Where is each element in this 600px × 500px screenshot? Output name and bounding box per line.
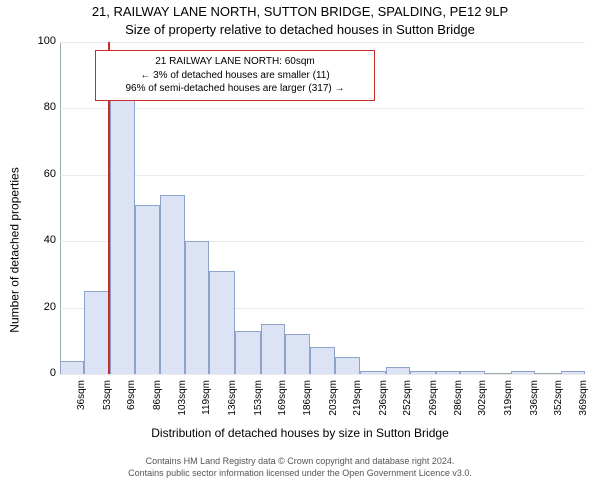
x-tick-label: 136sqm <box>227 380 238 420</box>
histogram-bar <box>410 371 436 374</box>
x-tick-label: 103sqm <box>177 380 188 420</box>
x-tick-label: 169sqm <box>277 380 288 420</box>
x-tick-label: 53sqm <box>102 380 113 420</box>
gridline <box>60 42 585 43</box>
x-tick-label: 153sqm <box>253 380 264 420</box>
histogram-bar <box>511 371 535 374</box>
y-axis-line <box>60 42 61 374</box>
figure-title-address: 21, RAILWAY LANE NORTH, SUTTON BRIDGE, S… <box>0 4 600 19</box>
histogram-bar <box>561 371 585 374</box>
x-tick-label: 352sqm <box>553 380 564 420</box>
histogram-bar <box>209 271 235 374</box>
x-tick-label: 252sqm <box>402 380 413 420</box>
footer-attribution: Contains HM Land Registry data © Crown c… <box>0 456 600 479</box>
histogram-bar <box>60 361 84 374</box>
histogram-bar <box>335 357 361 374</box>
annotation-line-2: ← 3% of detached houses are smaller (11) <box>104 69 366 83</box>
footer-line-1: Contains HM Land Registry data © Crown c… <box>0 456 600 468</box>
gridline <box>60 374 585 375</box>
histogram-bar <box>235 331 261 374</box>
histogram-bar <box>285 334 311 374</box>
histogram-bar <box>110 92 136 374</box>
figure-title-description: Size of property relative to detached ho… <box>0 22 600 37</box>
annotation-line-3: 96% of semi-detached houses are larger (… <box>104 82 366 96</box>
histogram-bar <box>310 347 334 374</box>
annotation-line-1: 21 RAILWAY LANE NORTH: 60sqm <box>104 55 366 69</box>
histogram-bar <box>135 205 159 374</box>
histogram-bar <box>460 371 486 374</box>
x-tick-label: 269sqm <box>428 380 439 420</box>
histogram-bar <box>84 291 110 374</box>
histogram-bar <box>386 367 410 374</box>
x-tick-label: 36sqm <box>76 380 87 420</box>
x-axis-label: Distribution of detached houses by size … <box>0 426 600 440</box>
histogram-bar <box>185 241 209 374</box>
x-tick-label: 69sqm <box>126 380 137 420</box>
y-tick-label: 100 <box>26 35 56 47</box>
x-tick-label: 302sqm <box>477 380 488 420</box>
gridline <box>60 175 585 176</box>
x-tick-label: 203sqm <box>328 380 339 420</box>
x-tick-label: 369sqm <box>578 380 589 420</box>
x-tick-label: 219sqm <box>352 380 363 420</box>
y-axis-label: Number of detached properties <box>8 167 22 332</box>
x-tick-label: 186sqm <box>302 380 313 420</box>
x-tick-label: 86sqm <box>152 380 163 420</box>
histogram-bar <box>160 195 186 374</box>
y-tick-label: 40 <box>26 234 56 246</box>
figure: 21, RAILWAY LANE NORTH, SUTTON BRIDGE, S… <box>0 0 600 500</box>
footer-line-2: Contains public sector information licen… <box>0 468 600 480</box>
y-tick-label: 20 <box>26 301 56 313</box>
annotation-box: 21 RAILWAY LANE NORTH: 60sqm← 3% of deta… <box>95 50 375 101</box>
histogram-bar <box>261 324 285 374</box>
x-tick-label: 319sqm <box>503 380 514 420</box>
histogram-bar <box>360 371 386 374</box>
x-tick-label: 119sqm <box>201 380 212 420</box>
x-tick-label: 336sqm <box>529 380 540 420</box>
y-tick-label: 0 <box>26 367 56 379</box>
y-tick-label: 60 <box>26 168 56 180</box>
x-tick-label: 236sqm <box>378 380 389 420</box>
x-tick-label: 286sqm <box>453 380 464 420</box>
y-tick-label: 80 <box>26 101 56 113</box>
gridline <box>60 108 585 109</box>
histogram-bar <box>436 371 460 374</box>
